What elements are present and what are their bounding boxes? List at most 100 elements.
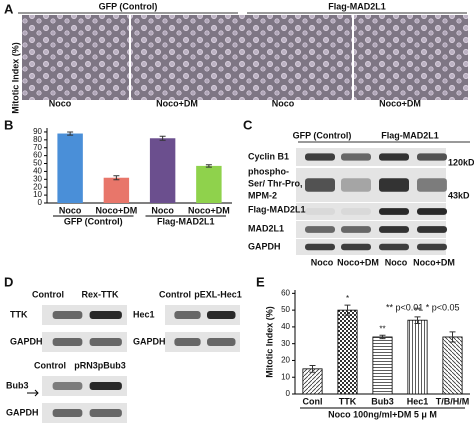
panel-label: D [4, 274, 13, 289]
group-header: Flag-MAD2L1 [381, 130, 439, 140]
y-tick-label: 20 [281, 356, 290, 365]
blot-band [417, 208, 447, 215]
blot-band [341, 226, 371, 233]
lane-label: Control [32, 289, 64, 299]
blot-band [52, 409, 83, 417]
image-label: Noco [272, 98, 295, 108]
size-marker: 120kD [448, 157, 474, 167]
arrow [27, 389, 39, 397]
y-axis-label: Mitotic Index (%) [264, 306, 274, 378]
x-tick-label: Conl [303, 396, 323, 406]
size-marker: 43kD [448, 190, 470, 200]
blot-band [341, 208, 371, 215]
x-axis-label: Noco 100ng/ml+DM 5 μ M [328, 409, 437, 419]
lane-label: Noco+DM [413, 257, 455, 267]
blot-band [341, 243, 371, 251]
row-label: phospho- [248, 166, 289, 176]
image-label: Noco [49, 98, 72, 108]
row-label: GAPDH [248, 241, 281, 251]
error-bar [414, 316, 421, 325]
x-tick-label: TTK [339, 396, 357, 406]
lane-label: Noco+DM [337, 257, 379, 267]
legend-text: ** p<0.01 * p<0.05 [386, 302, 460, 312]
row-label: TTK [10, 309, 28, 319]
lane-label: pEXL-Hec1 [194, 289, 242, 299]
blot-band [305, 208, 335, 215]
bar [149, 138, 176, 203]
x-tick-label: Noco [151, 205, 174, 215]
y-tick-label: 70 [33, 143, 42, 152]
row-label: GAPDH [133, 336, 166, 346]
row-label: MPM-2 [248, 190, 277, 200]
x-tick-label: Noco [59, 205, 82, 215]
y-tick-label: 10 [33, 190, 42, 199]
blot-band [305, 226, 335, 233]
y-tick-label: 60 [281, 288, 290, 297]
y-tick-label: 30 [281, 339, 290, 348]
group-header: Flag-MAD2L1 [328, 1, 386, 11]
blot-background [296, 203, 446, 220]
y-tick-label: 50 [281, 305, 290, 314]
blot-background [42, 403, 127, 423]
bar [407, 319, 428, 395]
error-bar [67, 131, 74, 136]
blot-band [52, 338, 83, 346]
blot-band [417, 178, 447, 192]
y-tick-label: 10 [281, 372, 290, 381]
blot-band [89, 311, 122, 319]
blot-band [305, 243, 335, 251]
bar [196, 165, 222, 203]
y-tick-label: 50 [33, 159, 42, 168]
error-bar [379, 334, 386, 340]
blot-background [42, 376, 127, 396]
blot-band [379, 243, 409, 251]
y-tick-label: 40 [33, 167, 42, 176]
panel-label: E [256, 274, 265, 289]
blot-band [305, 178, 335, 192]
blot-background [42, 332, 127, 352]
error-bar [205, 164, 212, 168]
error-bar [159, 135, 166, 141]
x-tick-label: Noco+DM [188, 205, 230, 215]
significance: ** [379, 324, 385, 333]
x-tick-label: Noco+DM [95, 205, 137, 215]
blot-background [165, 305, 240, 325]
blot-band [417, 243, 447, 251]
blot-band [379, 178, 409, 192]
significance: ** [414, 306, 420, 315]
blot-background [42, 305, 127, 325]
micrograph [131, 15, 245, 100]
y-tick-label: 80 [33, 135, 42, 144]
bar [337, 309, 358, 395]
panel-label: A [4, 1, 14, 16]
bar [442, 336, 463, 395]
x-tick-label: Hec1 [407, 396, 429, 406]
lane-label: pRN3pBub3 [74, 360, 126, 370]
significance: * [346, 294, 349, 303]
row-label: Ser/ Thr-Pro, [248, 178, 303, 188]
blot-band [379, 208, 409, 215]
error-bar [344, 304, 351, 316]
blot-band [89, 338, 122, 346]
row-label: Flag-MAD2L1 [248, 204, 306, 214]
blot-band [379, 226, 409, 233]
bar [57, 133, 83, 203]
x-tick-label: T/B/H/M [436, 396, 470, 406]
blot-band [89, 409, 122, 417]
blot-band [379, 153, 409, 161]
lane-label: Control [159, 289, 191, 299]
blot-band [417, 153, 447, 161]
x-tick-label: Bub3 [371, 396, 394, 406]
row-label: GAPDH [6, 407, 39, 417]
bar [372, 336, 393, 395]
blot-band [341, 178, 371, 192]
micrograph [22, 15, 129, 100]
y-tick-label: 0 [38, 198, 43, 207]
y-tick-label: 40 [281, 322, 290, 331]
y-tick-label: 20 [33, 182, 42, 191]
row-label: GAPDH [10, 336, 43, 346]
group-label: GFP (Control) [64, 216, 123, 226]
error-bar [449, 331, 456, 343]
error-bar [309, 364, 316, 373]
